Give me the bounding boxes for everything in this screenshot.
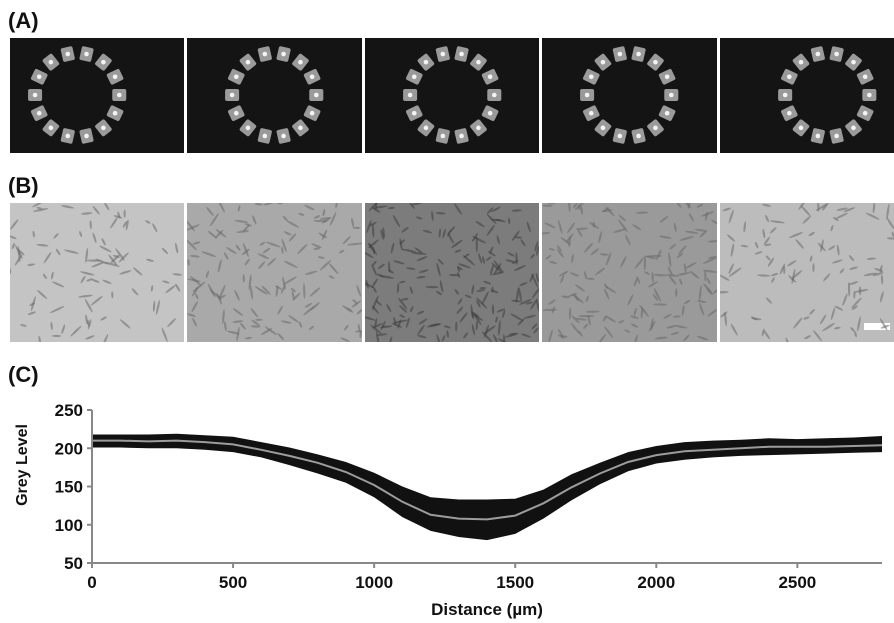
phase-image-2 xyxy=(187,203,362,342)
fluorescence-image-5 xyxy=(719,38,894,153)
phase-image-1 xyxy=(10,203,185,342)
panel-a-label: (A) xyxy=(8,8,39,33)
x-tick-label: 0 xyxy=(87,573,96,592)
fluorescence-image-2 xyxy=(187,38,362,153)
phase-image-3 xyxy=(364,203,540,342)
band-layer xyxy=(92,433,882,541)
series-envelope-band xyxy=(92,433,882,541)
fluorescence-image-3 xyxy=(364,38,540,153)
panel-a-image-row xyxy=(10,38,894,153)
panel-b-label: (B) xyxy=(8,173,39,198)
line-layer xyxy=(92,439,883,521)
y-tick-label: 250 xyxy=(55,401,83,420)
y-tick-label: 150 xyxy=(55,478,83,497)
phase-image-4 xyxy=(542,203,717,342)
x-tick-label: 500 xyxy=(219,573,247,592)
fluorescence-image-4 xyxy=(542,38,717,153)
fluorescence-image-1 xyxy=(10,38,185,153)
y-tick-label: 100 xyxy=(55,516,83,535)
panel-c-label: (C) xyxy=(8,362,39,387)
y-tick-label: 200 xyxy=(55,439,83,458)
phase-image-5 xyxy=(719,203,894,342)
panel-b-image-row xyxy=(10,203,894,342)
y-tick-label: 50 xyxy=(64,554,83,573)
x-axis-label: Distance (µm) xyxy=(431,600,543,619)
scale-bar xyxy=(864,323,891,330)
x-tick-label: 2500 xyxy=(778,573,816,592)
series-mean-line xyxy=(92,439,883,521)
y-axis-label: Grey Level xyxy=(14,424,31,506)
x-tick-label: 2000 xyxy=(637,573,675,592)
x-tick-label: 1000 xyxy=(355,573,393,592)
x-tick-label: 1500 xyxy=(496,573,534,592)
